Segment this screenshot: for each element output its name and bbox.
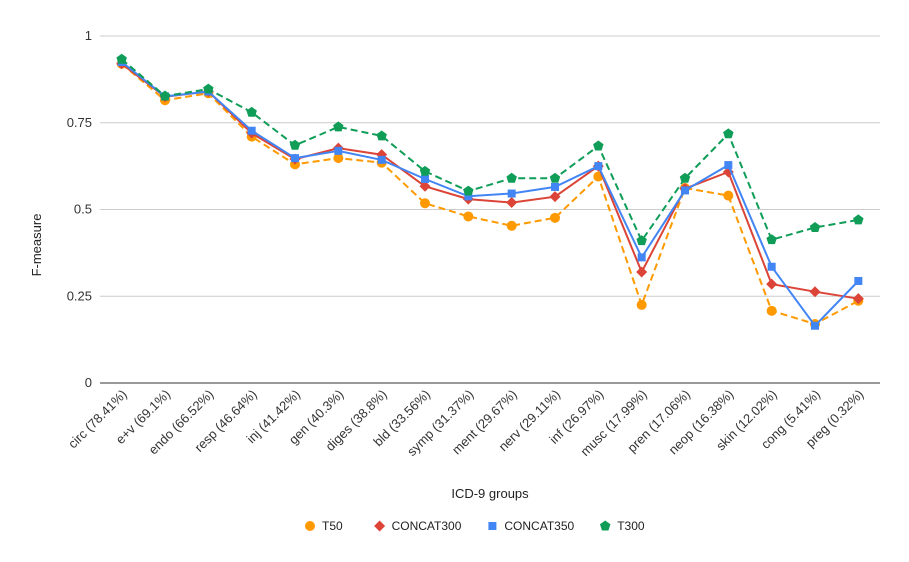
data-point-concat300 [419,180,431,192]
series-line-concat350 [121,61,860,328]
data-point-concat350 [594,162,603,171]
data-point-t300 [419,165,431,176]
legend-item-t50: T50 [305,519,343,533]
data-point-t300 [116,53,127,64]
data-point-t50 [420,198,430,209]
data-point-t300 [593,140,604,151]
data-point-t300 [203,83,214,94]
y-axis-title: F-measure [29,214,44,277]
data-point-concat300 [766,278,778,290]
data-point-t300 [679,172,691,183]
data-point-t300 [809,222,821,232]
legend-label-t50: T50 [322,519,343,533]
data-point-t300 [376,130,387,141]
y-tick-label: 0 [85,375,92,390]
legend-marker-concat300 [374,520,386,532]
y-tick-label: 1 [85,28,92,43]
series-line-concat300 [121,63,859,300]
data-point-concat350 [724,161,733,170]
data-point-t50 [333,153,344,164]
data-point-t300 [506,172,517,183]
data-point-concat300 [809,286,821,298]
y-axis-ticks: 0 0.25 0.5 0.75 1 [67,28,92,390]
data-point-concat350 [507,189,516,198]
data-point-t50 [463,211,474,222]
data-point-concat350 [811,321,819,330]
y-tick-label: 0.5 [74,202,92,217]
data-point-concat350 [291,154,299,163]
x-axis: circ (78.41%)e+v (69.1%)endo (66.52%)res… [65,387,866,459]
data-point-concat350 [421,174,429,183]
data-point-t300 [636,235,647,246]
legend-label-t300: T300 [617,519,645,533]
data-point-concat350 [854,276,863,285]
data-point-concat300 [852,293,864,305]
data-point-concat350 [334,146,343,155]
series-line-t300 [121,58,859,243]
data-point-t300 [333,121,344,132]
data-point-t50 [766,305,777,316]
data-point-t300 [723,128,734,139]
series-t300 [116,53,864,246]
data-point-t300 [853,214,864,225]
series-concat300 [116,58,864,305]
data-point-concat350 [247,126,256,135]
legend-item-concat350: CONCAT350 [488,519,575,533]
gridlines [100,35,880,384]
legend-marker-t50 [305,521,315,531]
legend-item-t300: T300 [599,519,645,533]
data-point-concat300 [549,191,561,203]
legend-marker-t300 [599,520,611,531]
data-point-concat350 [637,253,646,262]
legend-label-concat350: CONCAT350 [504,519,574,533]
data-point-concat300 [636,266,648,278]
y-tick-label: 0.25 [67,288,92,303]
data-point-concat350 [551,182,559,191]
data-point-t300 [766,234,777,245]
y-tick-label: 0.75 [67,115,92,130]
data-point-concat350 [767,262,776,271]
data-point-concat350 [681,186,689,195]
data-point-t300 [159,90,171,101]
series-layer [116,53,864,330]
data-point-t50 [550,212,560,223]
legend-label-concat300: CONCAT300 [392,519,462,533]
legend: T50 CONCAT300 CONCAT350 T300 [305,519,645,533]
data-point-t300 [549,172,561,183]
data-point-t300 [246,106,257,117]
legend-item-concat300: CONCAT300 [374,519,462,533]
series-concat350 [117,58,863,330]
data-point-t300 [463,185,474,196]
data-point-t300 [289,139,301,150]
legend-marker-concat350 [488,522,497,530]
data-point-t50 [723,190,734,201]
data-point-t50 [636,299,647,310]
x-axis-title: ICD-9 groups [451,486,529,501]
data-point-concat300 [506,197,518,209]
data-point-concat350 [377,155,386,164]
data-point-t50 [506,220,517,231]
data-point-concat350 [464,192,473,201]
